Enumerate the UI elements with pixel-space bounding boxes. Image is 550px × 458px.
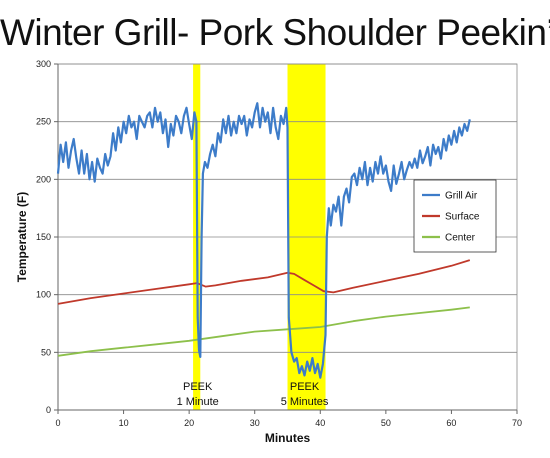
chart-title: Winter Grill- Pork Shoulder Peekin’	[0, 12, 550, 53]
x-tick-label: 0	[55, 418, 60, 428]
y-tick-label: 250	[36, 117, 51, 127]
series-line-center	[57, 306, 470, 357]
x-tick-label: 10	[119, 418, 129, 428]
x-tick-label: 70	[512, 418, 522, 428]
series-line-grill-air	[56, 102, 471, 379]
series-line-surface	[57, 259, 471, 305]
x-tick-label: 50	[381, 418, 391, 428]
x-tick-label: 40	[315, 418, 325, 428]
x-axis-label: Minutes	[265, 431, 311, 445]
series-layer	[56, 102, 471, 379]
peek-annotation-1-line-1: PEEK	[183, 381, 213, 393]
x-tick-label: 20	[184, 418, 194, 428]
y-tick-label: 100	[36, 290, 51, 300]
legend: Grill Air Surface Center	[413, 179, 497, 253]
y-tick-label: 0	[46, 405, 51, 415]
annotation-layer: PEEK 1 Minute PEEK 5 Minutes	[177, 381, 329, 408]
y-tick-label: 200	[36, 174, 51, 184]
peek-annotation-2-line-1: PEEK	[290, 381, 320, 393]
legend-label-surface: Surface	[445, 212, 480, 223]
legend-label-center: Center	[445, 233, 476, 244]
y-axis-label: Temperature (F)	[15, 192, 29, 282]
axes: 0 50 100 150 200 250 300 0 10 20 30 40 50 60 70	[36, 59, 522, 428]
y-tick-label: 50	[41, 347, 51, 357]
peek-annotation-1-line-2: 1 Minute	[177, 396, 219, 408]
y-tick-label: 150	[36, 232, 51, 242]
x-tick-label: 60	[446, 418, 456, 428]
y-tick-label: 300	[36, 59, 51, 69]
peek-annotation-2-line-2: 5 Minutes	[281, 396, 329, 408]
legend-label-grill-air: Grill Air	[445, 191, 478, 202]
x-tick-label: 30	[250, 418, 260, 428]
